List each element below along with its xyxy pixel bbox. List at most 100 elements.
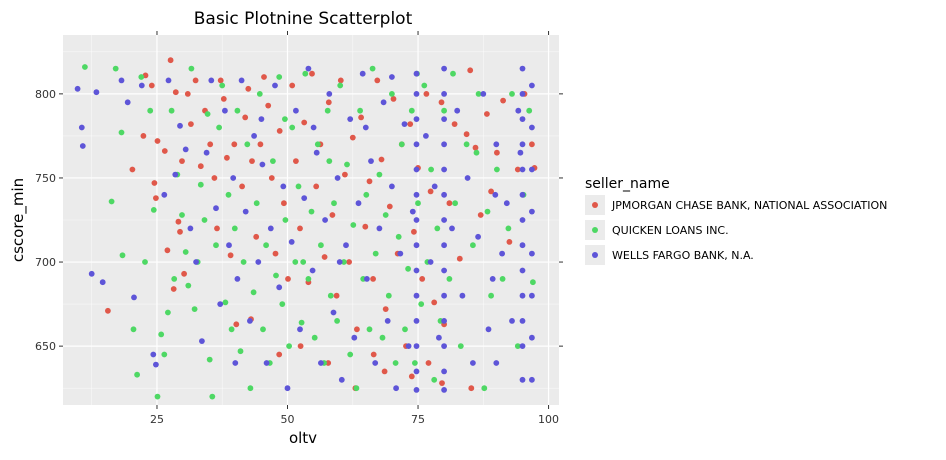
data-point [129,166,136,173]
data-point [526,107,533,114]
data-point [182,249,189,255]
data-point [273,272,279,279]
data-point [263,242,269,249]
data-point [441,343,447,349]
data-point [499,276,506,282]
data-point [256,91,263,97]
data-point [255,259,262,265]
data-point [441,91,447,97]
data-point [412,360,418,366]
data-point [350,222,357,228]
data-point [263,360,270,366]
data-point [177,228,183,235]
data-point [519,65,526,72]
data-point [492,191,499,198]
data-point [499,250,505,257]
data-point [470,242,476,249]
data-point [439,380,445,386]
data-point [184,91,191,97]
data-point [413,91,420,97]
data-point [285,276,291,282]
data-point [240,259,247,265]
data-point [392,360,399,366]
data-point [358,114,364,121]
data-point [286,343,292,349]
data-point [405,343,412,349]
data-point [308,208,315,215]
data-point [427,188,434,195]
data-point [199,338,205,344]
data-point [405,265,411,272]
data-point [441,141,447,148]
data-point [464,175,471,181]
data-point [493,360,500,366]
data-point [413,267,420,274]
data-point [473,149,480,156]
data-point [217,301,224,307]
data-point [187,225,194,232]
data-point [313,149,320,156]
data-point [310,124,317,131]
data-point [454,107,461,114]
data-point [370,351,377,358]
data-point [326,158,333,165]
data-point [413,292,420,299]
data-point [368,158,374,165]
data-point [425,360,432,366]
data-point [74,85,81,92]
data-point [529,141,535,148]
data-point [161,191,168,198]
data-point [272,250,279,257]
data-point [450,70,456,77]
data-point [134,371,141,378]
data-point [158,331,165,338]
data-point [93,89,100,96]
data-point [446,200,453,207]
data-point [338,376,345,383]
data-point [175,218,182,225]
data-point [260,326,266,333]
data-point [344,161,350,168]
data-point [327,292,334,299]
y-tick-label: 700 [35,256,56,269]
data-point [130,326,137,333]
data-point [153,195,159,202]
data-point [234,107,241,114]
y-tick-label: 750 [35,172,56,185]
data-point [151,180,158,186]
data-point [167,57,174,64]
data-point [309,70,315,77]
data-point [363,191,370,198]
data-point [529,124,535,131]
data-point [379,334,386,341]
data-point [389,183,395,190]
data-point [519,242,526,249]
data-point [227,252,234,259]
data-point [509,91,515,97]
data-point [434,225,441,232]
data-point [165,309,171,316]
data-point [298,319,305,326]
legend-label: JPMORGAN CHASE BANK, NATIONAL ASSOCIATIO… [611,199,887,212]
data-point [206,356,213,363]
data-point [423,91,430,97]
data-point [282,116,288,122]
data-point [374,77,381,84]
data-point [519,91,526,97]
data-point [343,242,349,249]
data-point [193,259,200,265]
data-point [217,77,224,84]
data-point [331,200,337,207]
data-point [529,82,535,89]
data-point [413,318,420,324]
data-point [341,259,347,265]
data-point [131,294,137,301]
data-point [529,292,535,299]
data-point [413,116,420,122]
data-point [181,270,188,277]
data-point [138,82,145,89]
data-point [297,326,303,333]
data-point [197,163,204,170]
data-point [242,114,249,121]
data-point [431,376,438,383]
